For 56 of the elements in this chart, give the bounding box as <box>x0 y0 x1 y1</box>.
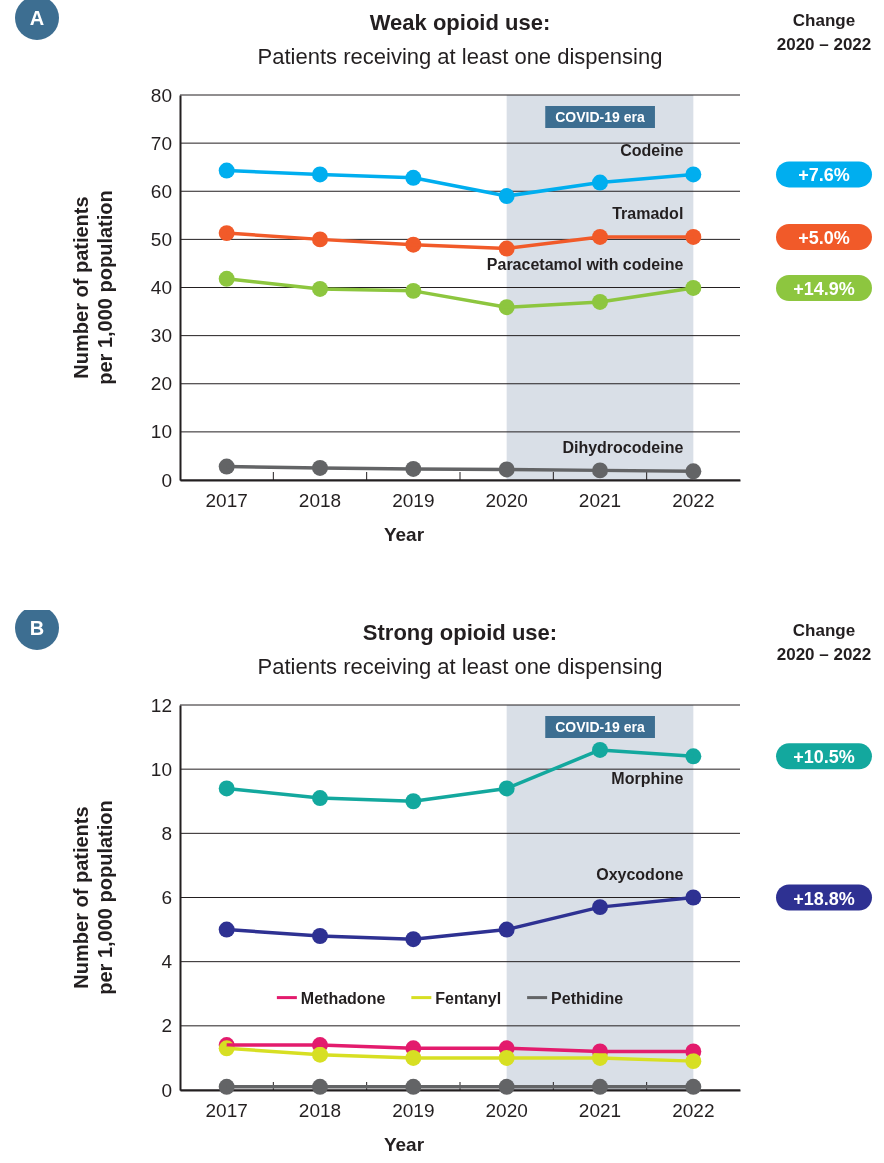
text: Change 2020 – 2022 <box>776 11 872 54</box>
y-tick-label: 70 <box>150 132 172 154</box>
text: Change 2020 – 2022 <box>776 621 872 664</box>
legend-label: Methadone <box>300 989 386 1007</box>
x-tick-label: 2022 <box>672 490 715 512</box>
y-tick-label: 10 <box>150 758 172 780</box>
chart-subtitle: Patients receiving at least one dispensing <box>257 654 663 679</box>
x-tick-label: 2018 <box>298 1100 342 1122</box>
y-tick-label: 80 <box>150 84 172 106</box>
y-tick-label: 8 <box>161 822 172 844</box>
y-tick-label: 50 <box>150 228 172 250</box>
y-tick-label: 4 <box>161 951 173 973</box>
x-tick-label: 2021 <box>578 1100 622 1122</box>
y-tick-label: 60 <box>150 180 172 202</box>
y-tick-label: 20 <box>150 373 172 395</box>
y-tick-label: 2 <box>161 1015 172 1037</box>
text: +10.5% <box>793 747 855 768</box>
x-tick-label: 2020 <box>485 1100 528 1122</box>
series-label: Oxycodone <box>596 865 684 883</box>
x-tick-label: 2022 <box>672 1100 715 1122</box>
text: +14.9% <box>793 278 855 299</box>
y-tick-label: 0 <box>161 1079 172 1101</box>
text: A <box>29 7 45 29</box>
series-label: Dihydrocodeine <box>562 439 684 457</box>
x-axis-title: Year <box>383 1134 425 1155</box>
chart-title: Weak opioid use: <box>369 10 551 35</box>
y-tick-label: 10 <box>150 421 172 443</box>
text: +18.8% <box>793 888 855 909</box>
legend-label: Fentanyl <box>435 989 502 1007</box>
y-tick-label: 6 <box>161 887 172 909</box>
x-tick-label: 2019 <box>392 490 435 512</box>
x-tick-label: 2021 <box>578 490 622 512</box>
band-label: COVID-19 era <box>555 719 645 735</box>
chart-subtitle: Patients receiving at least one dispensing <box>257 44 663 69</box>
chart-title: Strong opioid use: <box>362 620 558 645</box>
text: B <box>29 617 45 639</box>
text: +5.0% <box>798 227 850 248</box>
series-label: Paracetamol with codeine <box>486 255 684 273</box>
text: +7.6% <box>798 165 850 186</box>
legend-label: Pethidine <box>551 989 624 1007</box>
series-label: Morphine <box>611 770 684 788</box>
y-tick-label: 12 <box>150 694 172 716</box>
y-tick-label: 40 <box>150 277 172 299</box>
y-axis-title: Number of patients per 1,000 population <box>70 800 116 995</box>
y-tick-label: 0 <box>161 469 172 491</box>
y-axis-title: Number of patients per 1,000 population <box>70 190 116 385</box>
x-tick-label: 2019 <box>392 1100 435 1122</box>
band-label: COVID-19 era <box>555 109 645 125</box>
x-axis-title: Year <box>383 524 425 545</box>
x-tick-label: 2017 <box>205 490 248 512</box>
x-tick-label: 2018 <box>298 490 342 512</box>
series-label: Codeine <box>620 142 684 160</box>
x-tick-label: 2017 <box>205 1100 248 1122</box>
y-tick-label: 30 <box>150 325 172 347</box>
x-tick-label: 2020 <box>485 490 528 512</box>
series-label: Tramadol <box>612 204 684 222</box>
